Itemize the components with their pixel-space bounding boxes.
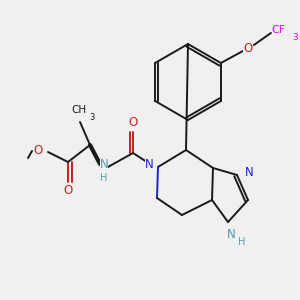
Text: O: O	[243, 43, 253, 56]
Text: N: N	[100, 158, 108, 172]
Text: N: N	[226, 227, 236, 241]
Text: O: O	[128, 116, 138, 130]
Text: CF: CF	[272, 25, 286, 35]
Text: N: N	[145, 158, 153, 172]
Text: H: H	[100, 173, 108, 183]
Text: N: N	[100, 158, 108, 172]
Text: H: H	[100, 173, 108, 183]
Text: N: N	[244, 166, 253, 178]
Text: O: O	[63, 184, 73, 197]
Text: 3: 3	[292, 32, 298, 41]
Text: 3: 3	[89, 112, 95, 122]
Text: CH: CH	[71, 105, 87, 115]
Text: H: H	[238, 237, 246, 247]
Text: O: O	[33, 143, 43, 157]
